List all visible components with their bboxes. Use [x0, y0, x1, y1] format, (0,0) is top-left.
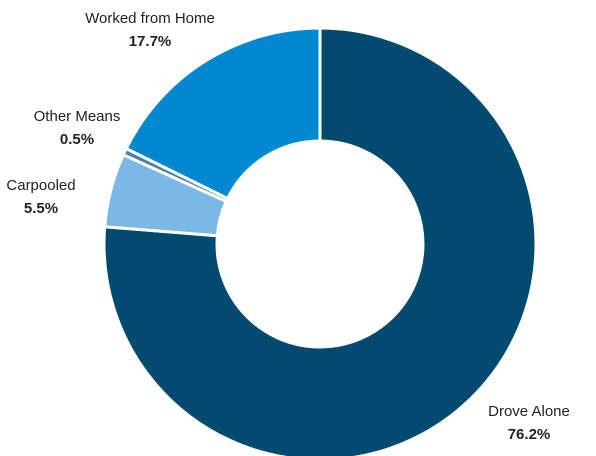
slice-name: Carpooled [6, 177, 75, 194]
slice-label-carpooled: Carpooled 5.5% [6, 177, 75, 217]
slice-value: 0.5% [60, 131, 94, 148]
slice-name: Worked from Home [85, 10, 215, 27]
slice-label-worked-from-home: Worked from Home 17.7% [85, 10, 215, 50]
slice-value: 5.5% [24, 200, 58, 217]
slice-name: Other Means [34, 108, 121, 125]
slice-name: Drove Alone [488, 403, 570, 420]
slice-label-drove-alone: Drove Alone 76.2% [488, 403, 570, 443]
slice-value: 76.2% [508, 426, 551, 443]
slice-value: 17.7% [129, 33, 172, 50]
donut-slices [102, 26, 538, 456]
slice-drove-alone [102, 26, 538, 456]
slice-worked-from-home [124, 26, 322, 201]
slice-label-other-means: Other Means 0.5% [34, 108, 121, 148]
